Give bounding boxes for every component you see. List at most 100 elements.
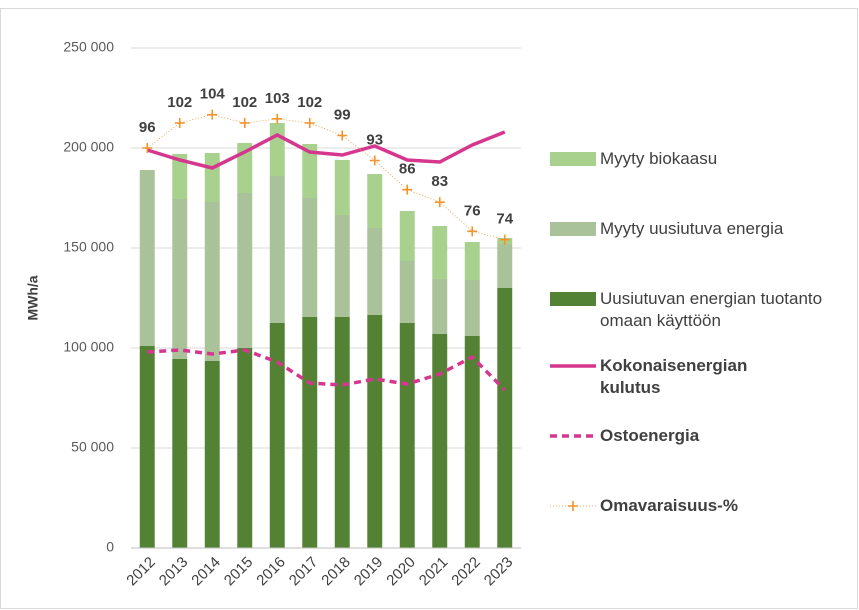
legend-entry: Uusiutuvan energian tuotanto omaan käytt… [548,288,850,332]
data-label: 102 [297,94,322,111]
legend-entry: Myyty biokaasu [548,148,850,170]
point-marker [239,118,250,128]
ratio-line [147,114,505,241]
bar [367,228,383,315]
bar [204,361,220,548]
x-tick-label: 2016 [253,554,289,590]
data-label: 104 [200,86,226,103]
line [146,130,506,170]
legend: Myyty biokaasu Myyty uusiutuva energia Uus… [548,0,853,610]
swatch [550,292,596,306]
bar [269,176,285,323]
data-label: 102 [167,94,192,111]
point-marker [499,234,510,245]
data-label: 74 [496,211,513,228]
bar [464,242,480,280]
line [147,348,506,392]
legend-label: Myyty uusiutuva energia [600,219,784,238]
x-tick-label: 2021 [416,554,452,590]
legend-swatch [550,152,596,166]
bar [432,279,448,334]
legend-entry: Omavaraisuus-% [548,495,850,517]
bar [464,280,480,336]
point-marker [174,118,185,128]
x-tick-label: 2013 [156,554,192,590]
legend-entry: Ostoenergia [548,425,850,447]
chart-border [0,8,858,609]
bar [302,317,318,548]
bar [139,170,155,346]
bar [367,315,383,548]
y-tick-label: 150 000 [63,239,114,255]
bar [497,244,513,288]
data-label: 96 [139,119,156,136]
x-tick-label: 2018 [318,554,354,590]
bar [139,346,155,548]
legend-label: Myyty biokaasu [600,149,718,168]
x-tick-label: 2022 [448,554,484,590]
bar [172,154,188,199]
data-label: 86 [399,161,416,178]
point-marker [434,197,445,208]
bar [432,226,448,279]
point-marker [369,155,380,166]
data-label: 99 [334,106,351,123]
x-tick-label: 2014 [188,554,224,590]
bar [172,199,188,359]
swatch [550,222,596,236]
legend-swatch [550,501,596,511]
bar [464,336,480,548]
legend-label: Omavaraisuus-% [600,496,738,515]
x-tick-label: 2012 [123,554,159,590]
y-axis-title: MWh/a [25,275,41,320]
legend-swatch [550,222,596,236]
bar [497,288,513,548]
legend-label: Uusiutuvan energian tuotanto omaan käytt… [600,289,823,330]
bar [302,198,318,317]
legend-swatch [550,292,596,306]
x-tick-label: 2020 [383,554,419,590]
bar [399,211,415,261]
bar [204,202,220,361]
bar [334,317,350,548]
bar [237,348,253,548]
legend-label: Ostoenergia [600,426,700,445]
swatch-marker [568,501,578,511]
y-tick-label: 100 000 [63,339,114,355]
bar [204,153,220,202]
y-tick-label: 200 000 [63,139,114,155]
swatch [550,152,596,166]
bar [334,215,350,317]
legend-entry: Myyty uusiutuva energia [548,218,850,240]
legend-entry: Kokonaisenergian kulutus [548,355,800,399]
x-tick-label: 2017 [286,554,322,590]
x-tick-label: 2015 [221,554,257,590]
point-marker [467,226,478,237]
point-marker [337,130,348,141]
bar [432,334,448,548]
data-label: 83 [431,173,448,190]
data-label: 76 [464,202,481,219]
legend-swatch [550,434,596,438]
point-marker [402,184,413,195]
bar [172,359,188,548]
bar [334,160,350,215]
data-label: 103 [265,90,290,107]
point-marker [142,143,153,153]
legend-label: Kokonaisenergian kulutus [600,356,748,397]
bar [399,261,415,323]
legend-swatch [550,364,596,368]
data-label: 102 [232,94,257,111]
bar [302,144,318,198]
x-tick-label: 2023 [481,554,517,590]
y-tick-label: 0 [106,539,114,555]
x-tick-label: 2019 [351,554,387,590]
point-marker [304,118,315,128]
bar [367,174,383,228]
y-tick-label: 50 000 [71,439,114,455]
point-marker [272,113,283,124]
bar [399,323,415,548]
bar [237,193,253,348]
